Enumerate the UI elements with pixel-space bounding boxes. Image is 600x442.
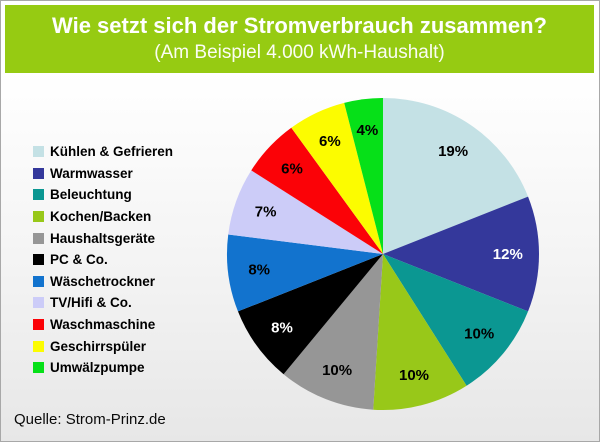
- pie-slice-waschmaschine: [251, 127, 383, 254]
- legend-swatch-icon: [33, 167, 44, 179]
- pie-slice-label-haushaltsger-te: 10%: [322, 362, 352, 379]
- legend-item-tv-hifi-co: TV/Hifi & Co.: [33, 292, 173, 314]
- pie-slice-kochen-backen: [373, 254, 467, 410]
- pie-slice-label-pc-co: 8%: [271, 319, 293, 336]
- header-banner: Wie setzt sich der Stromverbrauch zusamm…: [5, 5, 594, 73]
- legend-label: TV/Hifi & Co.: [50, 295, 132, 311]
- legend-item-umw-lzpumpe: Umwälzpumpe: [33, 357, 173, 379]
- legend-item-warmwasser: Warmwasser: [33, 163, 173, 185]
- pie-slice-tv-hifi-co: [228, 170, 383, 254]
- legend-item-w-schetrockner: Wäschetrockner: [33, 271, 173, 293]
- legend-label: Beleuchtung: [50, 187, 132, 203]
- legend-swatch-icon: [33, 232, 44, 244]
- pie-slice-warmwasser: [383, 196, 540, 312]
- legend-label: Wäschetrockner: [50, 273, 156, 289]
- legend-item-haushaltsger-te: Haushaltsgeräte: [33, 227, 173, 249]
- legend-swatch-icon: [33, 297, 44, 309]
- legend-label: Waschmaschine: [50, 317, 156, 333]
- page-subtitle: (Am Beispiel 4.000 kWh-Haushalt): [154, 42, 445, 63]
- pie-slice-label-beleuchtung: 10%: [464, 326, 494, 343]
- pie-slice-beleuchtung: [383, 254, 529, 386]
- legend-item-pc-co: PC & Co.: [33, 249, 173, 271]
- legend-label: Warmwasser: [50, 165, 133, 181]
- legend-item-k-hlen-gefrieren: Kühlen & Gefrieren: [33, 141, 173, 163]
- pie-slice-geschirrsp-ler: [291, 102, 383, 255]
- pie-slice-label-kochen-backen: 10%: [399, 367, 429, 384]
- legend-item-beleuchtung: Beleuchtung: [33, 184, 173, 206]
- legend-swatch-icon: [33, 362, 44, 374]
- legend-item-kochen-backen: Kochen/Backen: [33, 206, 173, 228]
- pie-slice-label-waschmaschine: 6%: [281, 161, 303, 178]
- pie-slice-label-geschirrsp-ler: 6%: [319, 133, 341, 150]
- legend-swatch-icon: [33, 319, 44, 331]
- legend-swatch-icon: [33, 340, 44, 352]
- pie-slice-label-umw-lzpumpe: 4%: [357, 122, 379, 139]
- legend-label: Haushaltsgeräte: [50, 230, 156, 246]
- pie-slice-label-w-schetrockner: 8%: [248, 262, 270, 279]
- legend-item-waschmaschine: Waschmaschine: [33, 314, 173, 336]
- legend-swatch-icon: [33, 211, 44, 223]
- legend-label: Kühlen & Gefrieren: [50, 144, 174, 160]
- pie-slice-w-schetrockner: [226, 234, 383, 312]
- legend-swatch-icon: [33, 189, 44, 201]
- legend-label: PC & Co.: [50, 252, 108, 268]
- pie-slice-pc-co: [237, 254, 383, 375]
- pie-slice-label-warmwasser: 12%: [493, 246, 523, 263]
- legend-label: Umwälzpumpe: [50, 360, 145, 376]
- legend-label: Geschirrspüler: [50, 338, 147, 354]
- pie-slice-haushaltsger-te: [283, 254, 383, 410]
- legend-swatch-icon: [33, 146, 44, 158]
- legend-swatch-icon: [33, 254, 44, 266]
- pie-slice-label-tv-hifi-co: 7%: [255, 204, 277, 221]
- page-title: Wie setzt sich der Stromverbrauch zusamm…: [52, 13, 547, 38]
- pie-slice-k-hlen-gefrieren: [383, 98, 529, 254]
- legend-swatch-icon: [33, 275, 44, 287]
- legend-label: Kochen/Backen: [50, 209, 152, 225]
- legend-item-geschirrsp-ler: Geschirrspüler: [33, 335, 173, 357]
- pie-slice-umw-lzpumpe: [344, 97, 383, 254]
- legend: Kühlen & Gefrieren Warmwasser Beleuchtung K…: [33, 141, 173, 379]
- source-caption: Quelle: Strom-Prinz.de: [14, 411, 166, 428]
- pie-slice-label-k-hlen-gefrieren: 19%: [438, 143, 468, 160]
